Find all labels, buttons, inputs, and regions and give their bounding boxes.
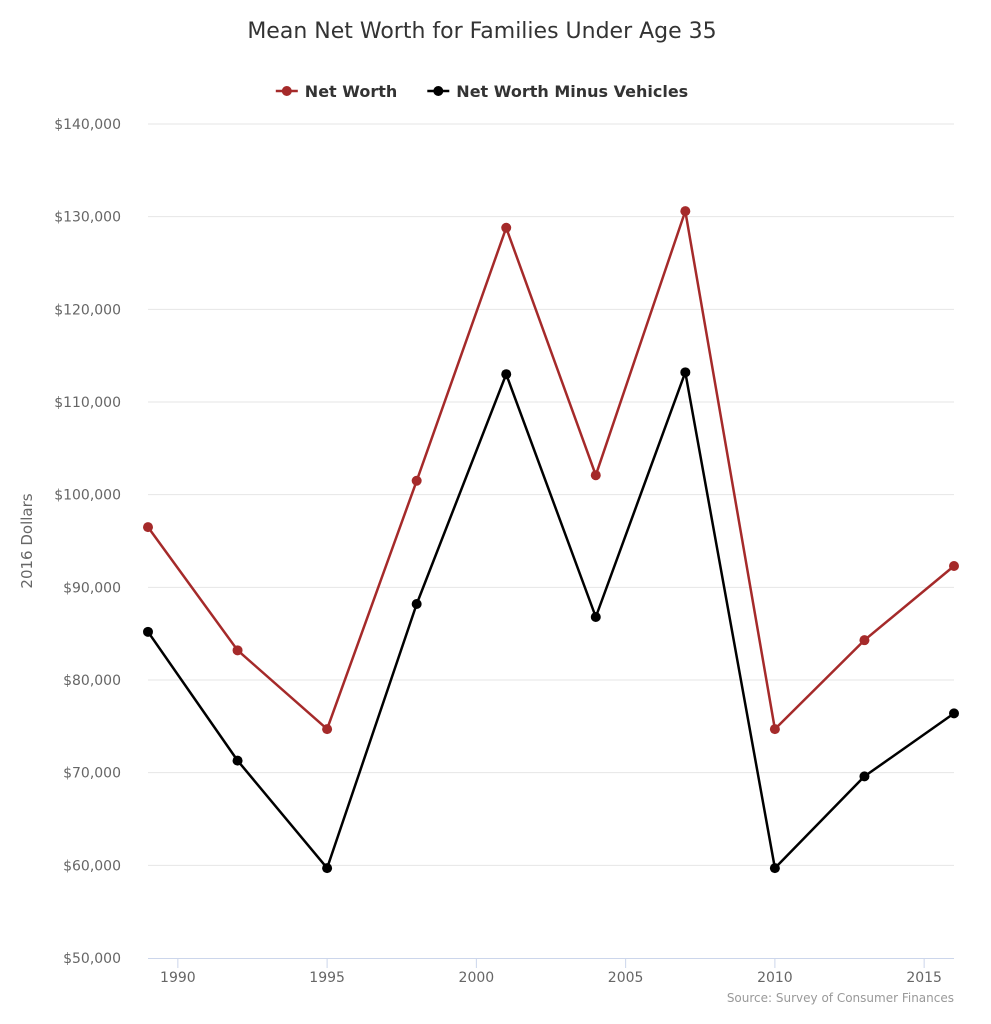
data-point[interactable] (143, 522, 153, 533)
x-tick-label: 2000 (459, 970, 495, 986)
legend-label: Net Worth (305, 82, 397, 101)
legend-marker (433, 86, 444, 96)
x-tick-label: 1990 (160, 970, 196, 986)
data-point[interactable] (590, 470, 601, 481)
legend-item[interactable]: Net Worth Minus Vehicles (427, 82, 688, 101)
y-tick-label: $70,000 (63, 766, 121, 782)
series-line (146, 209, 955, 731)
source-credits: Source: Survey of Consumer Finances (727, 991, 954, 1005)
data-point[interactable] (590, 611, 601, 622)
data-point[interactable] (680, 206, 691, 217)
data-point[interactable] (411, 599, 422, 610)
x-tick-label: 2010 (757, 970, 793, 986)
grid-lines (148, 123, 954, 866)
data-point[interactable] (769, 863, 780, 874)
data-point[interactable] (501, 369, 512, 380)
x-tick-label: 2005 (608, 970, 644, 986)
data-point[interactable] (859, 635, 870, 646)
series-1 (143, 367, 959, 874)
legend-marker (281, 86, 292, 96)
y-tick-label: $120,000 (54, 302, 121, 318)
y-tick-label: $140,000 (54, 117, 121, 133)
y-tick-label: $130,000 (54, 210, 121, 226)
y-axis-title: 2016 Dollars (18, 493, 36, 588)
data-point[interactable] (232, 755, 243, 766)
data-point[interactable] (501, 222, 512, 233)
y-tick-label: $80,000 (63, 673, 121, 689)
x-axis: 1990 1995 2000 2005 2010 2015 (148, 958, 954, 986)
y-tick-label: $110,000 (54, 395, 121, 411)
data-point[interactable] (322, 724, 333, 735)
series-0 (143, 206, 959, 735)
data-point[interactable] (322, 863, 333, 874)
data-point[interactable] (949, 708, 959, 719)
data-point[interactable] (859, 771, 870, 782)
data-point[interactable] (411, 475, 422, 486)
data-point[interactable] (143, 626, 153, 637)
chart-title: Mean Net Worth for Families Under Age 35 (247, 19, 716, 44)
legend: Net Worth Net Worth Minus Vehicles (275, 82, 688, 101)
series-line (146, 371, 955, 870)
legend-item[interactable]: Net Worth (275, 82, 397, 101)
y-tick-label: $90,000 (63, 580, 121, 596)
data-point[interactable] (680, 367, 691, 378)
x-tick-label: 2015 (906, 970, 942, 986)
y-tick-label: $100,000 (54, 488, 121, 504)
y-tick-label: $60,000 (63, 858, 121, 874)
series-layer (143, 206, 959, 874)
data-point[interactable] (232, 645, 243, 656)
data-point[interactable] (769, 724, 780, 735)
data-point[interactable] (949, 561, 959, 572)
x-tick-label: 1995 (309, 970, 345, 986)
legend-label: Net Worth Minus Vehicles (456, 82, 688, 101)
y-tick-label: $50,000 (63, 951, 121, 967)
y-axis: $50,000 $60,000 $70,000 $80,000 $90,000 $100,… (54, 117, 121, 967)
